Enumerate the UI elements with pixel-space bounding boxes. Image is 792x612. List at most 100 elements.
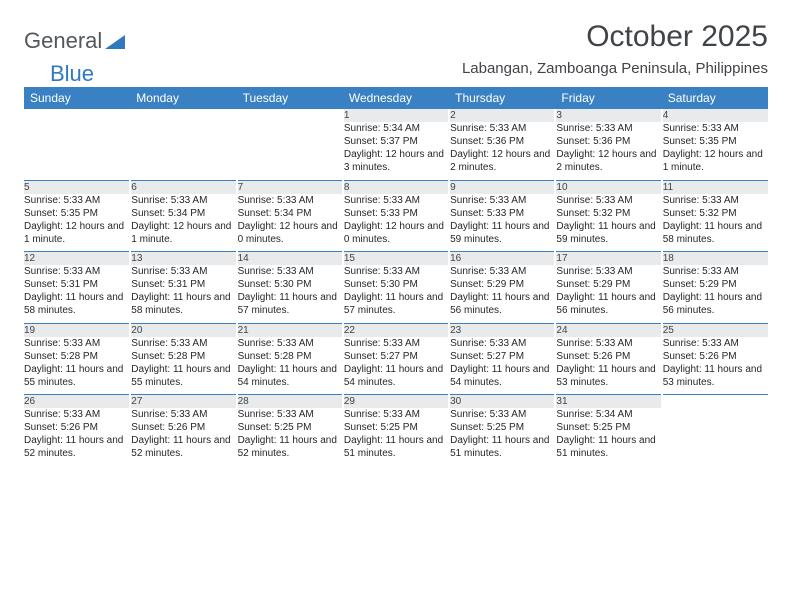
sunrise-text: Sunrise: 5:34 AM xyxy=(556,408,660,421)
day-number-cell: 19 xyxy=(24,323,130,337)
detail-row: Sunrise: 5:33 AMSunset: 5:35 PMDaylight:… xyxy=(24,194,768,252)
day-number-cell: 15 xyxy=(343,252,449,266)
sunrise-text: Sunrise: 5:33 AM xyxy=(663,337,768,350)
sunset-text: Sunset: 5:31 PM xyxy=(24,278,129,291)
daylight-text: Daylight: 12 hours and 1 minute. xyxy=(24,220,129,246)
day-detail-cell: Sunrise: 5:33 AMSunset: 5:25 PMDaylight:… xyxy=(449,408,555,466)
sunset-text: Sunset: 5:33 PM xyxy=(450,207,554,220)
daylight-text: Daylight: 11 hours and 55 minutes. xyxy=(131,363,235,389)
day-detail-cell: Sunrise: 5:33 AMSunset: 5:33 PMDaylight:… xyxy=(343,194,449,252)
day-header: Wednesday xyxy=(343,87,449,109)
day-number-cell xyxy=(662,395,768,409)
day-header: Saturday xyxy=(662,87,768,109)
daylight-text: Daylight: 12 hours and 1 minute. xyxy=(663,148,768,174)
day-detail-cell: Sunrise: 5:33 AMSunset: 5:36 PMDaylight:… xyxy=(449,122,555,180)
day-number-cell: 16 xyxy=(449,252,555,266)
sunset-text: Sunset: 5:26 PM xyxy=(663,350,768,363)
logo-text-1: General xyxy=(24,28,102,54)
daylight-text: Daylight: 12 hours and 2 minutes. xyxy=(556,148,660,174)
daynum-row: 19202122232425 xyxy=(24,323,768,337)
sunset-text: Sunset: 5:36 PM xyxy=(450,135,554,148)
daylight-text: Daylight: 11 hours and 52 minutes. xyxy=(238,434,342,460)
daylight-text: Daylight: 11 hours and 56 minutes. xyxy=(663,291,768,317)
day-detail-cell: Sunrise: 5:33 AMSunset: 5:30 PMDaylight:… xyxy=(343,265,449,323)
day-detail-cell: Sunrise: 5:33 AMSunset: 5:29 PMDaylight:… xyxy=(662,265,768,323)
day-detail-cell: Sunrise: 5:33 AMSunset: 5:35 PMDaylight:… xyxy=(24,194,130,252)
day-detail-cell xyxy=(130,122,236,180)
day-detail-cell: Sunrise: 5:33 AMSunset: 5:25 PMDaylight:… xyxy=(343,408,449,466)
daylight-text: Daylight: 11 hours and 53 minutes. xyxy=(556,363,660,389)
day-number-cell: 6 xyxy=(130,180,236,194)
day-number-cell: 13 xyxy=(130,252,236,266)
sunrise-text: Sunrise: 5:33 AM xyxy=(131,194,235,207)
day-number-cell xyxy=(24,109,130,122)
sunset-text: Sunset: 5:32 PM xyxy=(663,207,768,220)
day-number-cell: 1 xyxy=(343,109,449,122)
sunrise-text: Sunrise: 5:33 AM xyxy=(24,408,129,421)
day-detail-cell: Sunrise: 5:33 AMSunset: 5:35 PMDaylight:… xyxy=(662,122,768,180)
sunrise-text: Sunrise: 5:33 AM xyxy=(24,337,129,350)
daylight-text: Daylight: 11 hours and 58 minutes. xyxy=(24,291,129,317)
sunrise-text: Sunrise: 5:33 AM xyxy=(556,194,660,207)
sunrise-text: Sunrise: 5:33 AM xyxy=(450,122,554,135)
daylight-text: Daylight: 12 hours and 0 minutes. xyxy=(344,220,448,246)
day-detail-cell: Sunrise: 5:33 AMSunset: 5:30 PMDaylight:… xyxy=(237,265,343,323)
day-number-cell: 4 xyxy=(662,109,768,122)
sunrise-text: Sunrise: 5:33 AM xyxy=(344,194,448,207)
daylight-text: Daylight: 11 hours and 58 minutes. xyxy=(663,220,768,246)
day-detail-cell xyxy=(24,122,130,180)
day-detail-cell: Sunrise: 5:33 AMSunset: 5:32 PMDaylight:… xyxy=(555,194,661,252)
day-number-cell: 12 xyxy=(24,252,130,266)
sunset-text: Sunset: 5:28 PM xyxy=(24,350,129,363)
day-number-cell: 31 xyxy=(555,395,661,409)
daylight-text: Daylight: 12 hours and 1 minute. xyxy=(131,220,235,246)
day-detail-cell: Sunrise: 5:33 AMSunset: 5:34 PMDaylight:… xyxy=(237,194,343,252)
day-detail-cell: Sunrise: 5:33 AMSunset: 5:31 PMDaylight:… xyxy=(24,265,130,323)
day-number-cell: 23 xyxy=(449,323,555,337)
daylight-text: Daylight: 11 hours and 56 minutes. xyxy=(556,291,660,317)
daylight-text: Daylight: 11 hours and 56 minutes. xyxy=(450,291,554,317)
day-detail-cell: Sunrise: 5:33 AMSunset: 5:26 PMDaylight:… xyxy=(24,408,130,466)
daylight-text: Daylight: 11 hours and 57 minutes. xyxy=(238,291,342,317)
sunset-text: Sunset: 5:35 PM xyxy=(663,135,768,148)
sunset-text: Sunset: 5:36 PM xyxy=(556,135,660,148)
daylight-text: Daylight: 11 hours and 54 minutes. xyxy=(344,363,448,389)
day-detail-cell: Sunrise: 5:33 AMSunset: 5:27 PMDaylight:… xyxy=(343,337,449,395)
daylight-text: Daylight: 11 hours and 55 minutes. xyxy=(24,363,129,389)
day-number-cell: 29 xyxy=(343,395,449,409)
day-detail-cell: Sunrise: 5:33 AMSunset: 5:26 PMDaylight:… xyxy=(555,337,661,395)
day-header: Thursday xyxy=(449,87,555,109)
logo-triangle-icon xyxy=(105,29,125,55)
sunrise-text: Sunrise: 5:33 AM xyxy=(24,265,129,278)
day-header: Tuesday xyxy=(237,87,343,109)
day-number-cell: 17 xyxy=(555,252,661,266)
sunset-text: Sunset: 5:25 PM xyxy=(556,421,660,434)
sunrise-text: Sunrise: 5:33 AM xyxy=(344,408,448,421)
day-detail-cell: Sunrise: 5:33 AMSunset: 5:28 PMDaylight:… xyxy=(24,337,130,395)
detail-row: Sunrise: 5:33 AMSunset: 5:26 PMDaylight:… xyxy=(24,408,768,466)
location-subtitle: Labangan, Zamboanga Peninsula, Philippin… xyxy=(462,60,768,77)
daylight-text: Daylight: 11 hours and 58 minutes. xyxy=(131,291,235,317)
sunset-text: Sunset: 5:27 PM xyxy=(450,350,554,363)
day-detail-cell: Sunrise: 5:33 AMSunset: 5:28 PMDaylight:… xyxy=(237,337,343,395)
sunrise-text: Sunrise: 5:33 AM xyxy=(131,408,235,421)
sunset-text: Sunset: 5:35 PM xyxy=(24,207,129,220)
detail-row: Sunrise: 5:33 AMSunset: 5:31 PMDaylight:… xyxy=(24,265,768,323)
sunrise-text: Sunrise: 5:33 AM xyxy=(450,337,554,350)
daylight-text: Daylight: 11 hours and 59 minutes. xyxy=(556,220,660,246)
day-number-cell: 14 xyxy=(237,252,343,266)
day-detail-cell: Sunrise: 5:33 AMSunset: 5:32 PMDaylight:… xyxy=(662,194,768,252)
sunset-text: Sunset: 5:25 PM xyxy=(238,421,342,434)
sunrise-text: Sunrise: 5:33 AM xyxy=(238,337,342,350)
sunset-text: Sunset: 5:29 PM xyxy=(556,278,660,291)
sunrise-text: Sunrise: 5:33 AM xyxy=(556,122,660,135)
day-detail-cell: Sunrise: 5:33 AMSunset: 5:29 PMDaylight:… xyxy=(449,265,555,323)
sunset-text: Sunset: 5:30 PM xyxy=(344,278,448,291)
sunrise-text: Sunrise: 5:33 AM xyxy=(663,265,768,278)
detail-row: Sunrise: 5:34 AMSunset: 5:37 PMDaylight:… xyxy=(24,122,768,180)
sunset-text: Sunset: 5:34 PM xyxy=(131,207,235,220)
day-number-cell: 30 xyxy=(449,395,555,409)
day-detail-cell: Sunrise: 5:33 AMSunset: 5:26 PMDaylight:… xyxy=(130,408,236,466)
daylight-text: Daylight: 12 hours and 3 minutes. xyxy=(344,148,448,174)
day-header-row: Sunday Monday Tuesday Wednesday Thursday… xyxy=(24,87,768,109)
